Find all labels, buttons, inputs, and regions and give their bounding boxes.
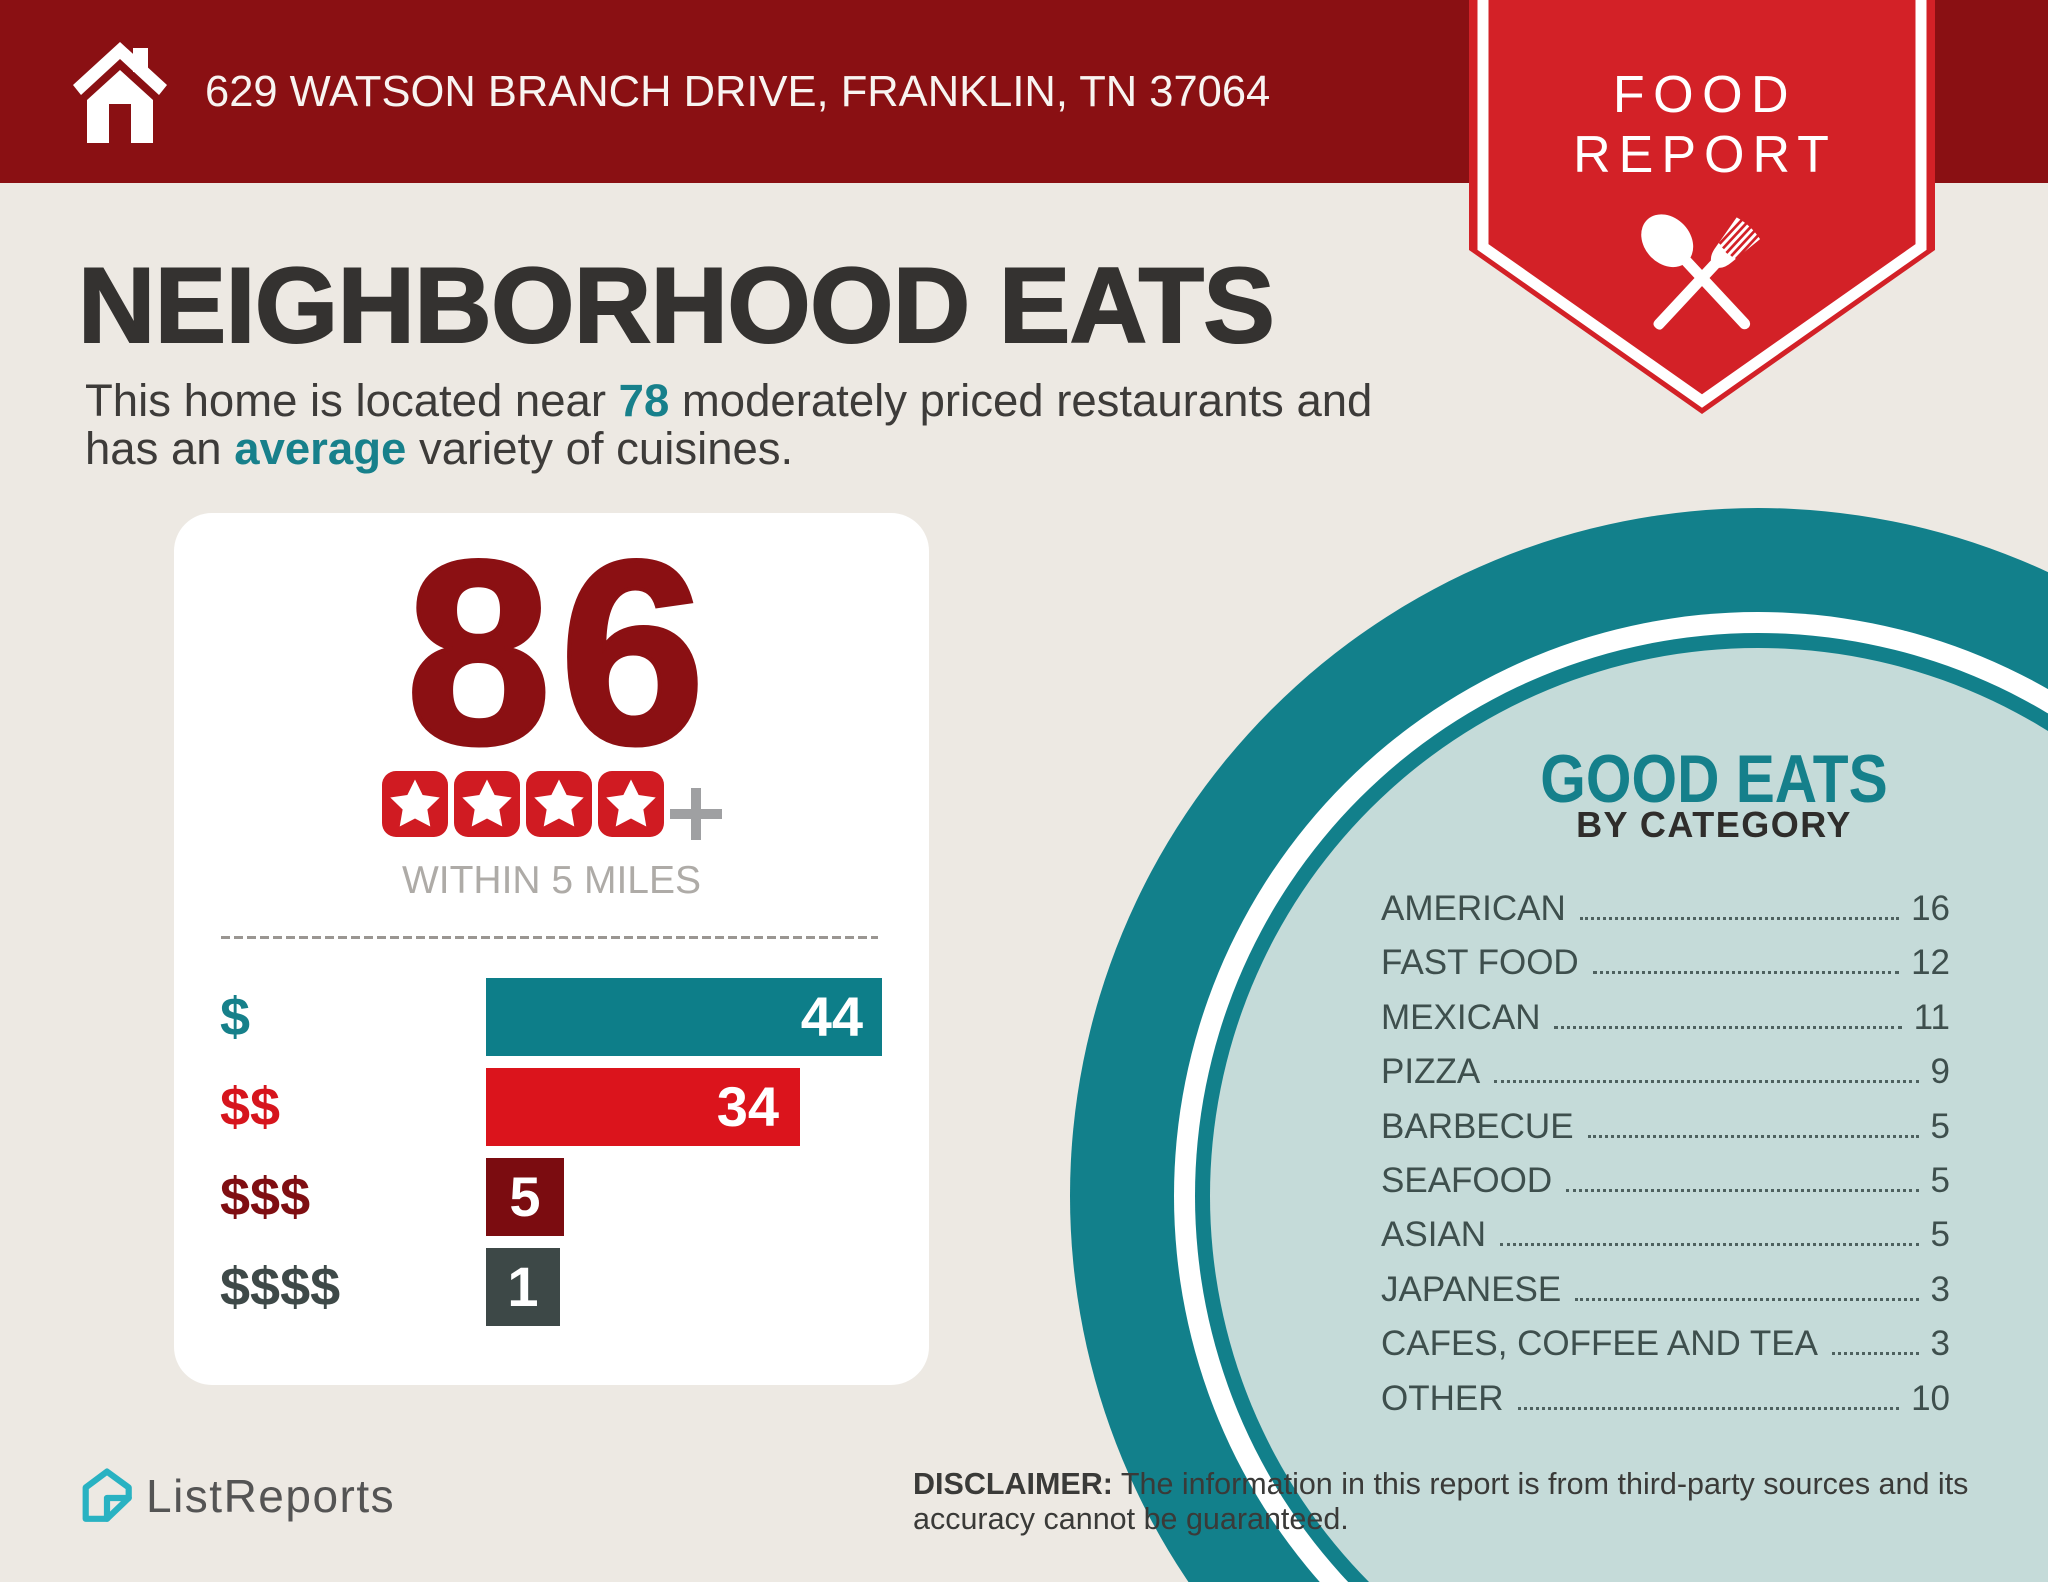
- svg-text:FOOD: FOOD: [1613, 66, 1797, 124]
- svg-text:REPORT: REPORT: [1573, 126, 1837, 184]
